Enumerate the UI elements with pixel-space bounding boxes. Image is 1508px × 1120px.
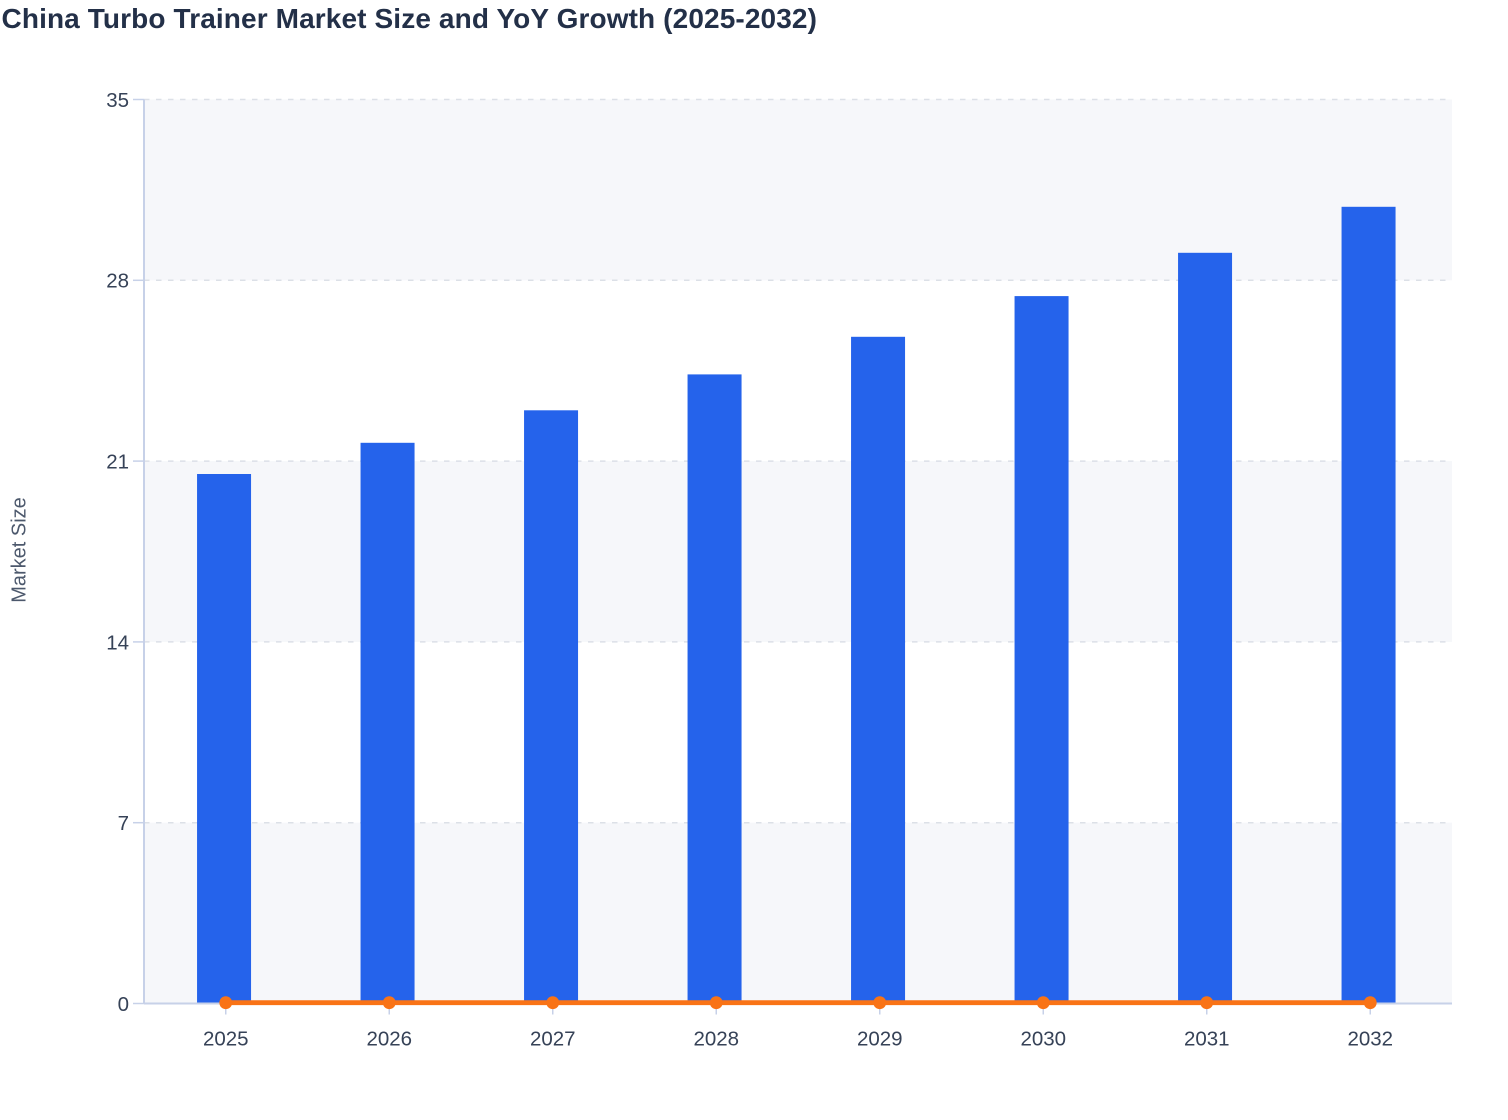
svg-text:2025: 2025 [203, 1028, 249, 1051]
svg-text:2028: 2028 [693, 1028, 739, 1051]
svg-text:2032: 2032 [1347, 1028, 1393, 1051]
svg-text:7: 7 [118, 812, 129, 835]
svg-text:28: 28 [106, 270, 129, 293]
svg-text:Market Size: Market Size [8, 497, 30, 603]
svg-text:2029: 2029 [857, 1028, 903, 1051]
svg-text:0: 0 [118, 993, 129, 1016]
svg-text:China Turbo Trainer Market Siz: China Turbo Trainer Market Size and YoY … [2, 3, 818, 34]
svg-text:2027: 2027 [530, 1028, 576, 1051]
svg-text:2026: 2026 [366, 1028, 412, 1051]
svg-text:2031: 2031 [1184, 1028, 1230, 1051]
svg-text:14: 14 [106, 631, 129, 654]
svg-text:21: 21 [106, 451, 129, 474]
svg-text:35: 35 [106, 89, 129, 112]
svg-text:2030: 2030 [1020, 1028, 1066, 1051]
